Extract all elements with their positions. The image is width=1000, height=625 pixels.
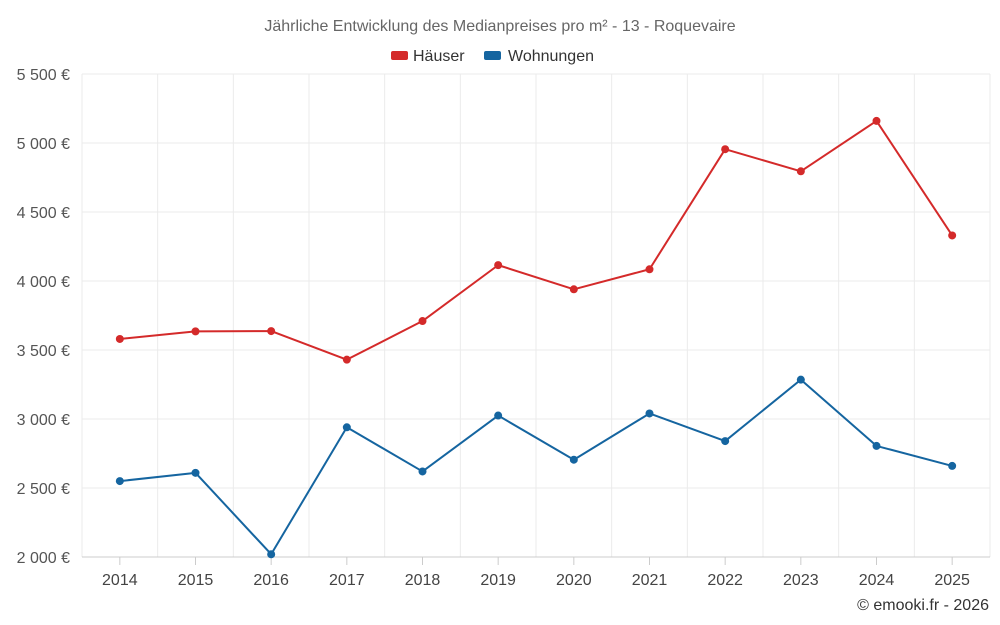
data-point-wohnungen[interactable] bbox=[948, 461, 957, 470]
data-point-wohnungen[interactable] bbox=[494, 411, 503, 420]
horizontal-gridlines bbox=[82, 73, 990, 489]
x-tick-label: 2020 bbox=[556, 572, 592, 589]
x-tick-label: 2024 bbox=[859, 572, 895, 589]
series-line-haeuser bbox=[119, 119, 954, 361]
data-point-haeuser[interactable] bbox=[721, 145, 730, 154]
data-point-wohnungen[interactable] bbox=[191, 468, 200, 477]
data-point-haeuser[interactable] bbox=[948, 231, 957, 240]
legend-item-haeuser[interactable]: Häuser bbox=[391, 48, 465, 65]
data-point-haeuser[interactable] bbox=[645, 265, 654, 274]
legend-item-wohnungen[interactable]: Wohnungen bbox=[484, 48, 594, 65]
y-tick-label: 4 500 € bbox=[17, 205, 70, 222]
x-tick-label: 2017 bbox=[329, 572, 365, 589]
x-tick-label: 2015 bbox=[178, 572, 214, 589]
x-axis-ticks: 2014 2015 2016 2017 2018 2019 2020 2021 2022 2023… bbox=[102, 557, 970, 589]
x-tick-label: 2019 bbox=[480, 572, 516, 589]
series-lines bbox=[115, 116, 957, 559]
legend[interactable]: Häuser Wohnungen bbox=[391, 48, 594, 65]
data-point-haeuser[interactable] bbox=[494, 261, 503, 270]
data-point-haeuser[interactable] bbox=[342, 355, 351, 364]
data-point-haeuser[interactable] bbox=[191, 327, 200, 336]
y-tick-label: 3 500 € bbox=[17, 343, 70, 360]
data-point-haeuser[interactable] bbox=[796, 167, 805, 176]
y-tick-label: 3 000 € bbox=[17, 412, 70, 429]
vertical-gridlines bbox=[81, 74, 991, 557]
y-tick-label: 4 000 € bbox=[17, 274, 70, 291]
data-point-wohnungen[interactable] bbox=[645, 409, 654, 418]
data-point-wohnungen[interactable] bbox=[267, 550, 276, 559]
data-point-wohnungen[interactable] bbox=[115, 477, 124, 486]
legend-label-wohnungen[interactable]: Wohnungen bbox=[508, 48, 594, 65]
data-point-haeuser[interactable] bbox=[267, 327, 276, 336]
x-tick-label: 2016 bbox=[253, 572, 289, 589]
series-line-wohnungen bbox=[119, 378, 953, 556]
y-tick-label: 5 000 € bbox=[17, 136, 70, 153]
x-tick-label: 2014 bbox=[102, 572, 138, 589]
y-tick-label: 5 500 € bbox=[17, 67, 70, 84]
data-point-haeuser[interactable] bbox=[115, 334, 124, 343]
y-axis-ticks: 2 000 € 2 500 € 3 000 € 3 500 € 4 000 € 4 500… bbox=[17, 67, 70, 567]
x-tick-label: 2025 bbox=[934, 572, 970, 589]
data-point-wohnungen[interactable] bbox=[569, 455, 578, 464]
data-point-wohnungen[interactable] bbox=[418, 467, 427, 476]
data-point-haeuser[interactable] bbox=[569, 285, 578, 294]
x-tick-label: 2018 bbox=[405, 572, 441, 589]
legend-label-haeuser[interactable]: Häuser bbox=[413, 48, 465, 65]
x-tick-label: 2022 bbox=[707, 572, 743, 589]
legend-swatch-wohnungen bbox=[484, 51, 501, 60]
legend-swatch-haeuser bbox=[391, 51, 408, 60]
data-point-wohnungen[interactable] bbox=[721, 437, 730, 446]
data-point-wohnungen[interactable] bbox=[342, 423, 351, 432]
credit-text: © emooki.fr - 2026 bbox=[857, 597, 989, 614]
x-tick-label: 2021 bbox=[632, 572, 668, 589]
data-point-haeuser[interactable] bbox=[872, 116, 881, 125]
x-tick-label: 2023 bbox=[783, 572, 819, 589]
data-point-wohnungen[interactable] bbox=[796, 375, 805, 384]
chart-title: Jährliche Entwicklung des Medianpreises … bbox=[264, 18, 735, 35]
data-point-haeuser[interactable] bbox=[418, 317, 427, 326]
y-tick-label: 2 000 € bbox=[17, 550, 70, 567]
y-tick-label: 2 500 € bbox=[17, 481, 70, 498]
data-point-wohnungen[interactable] bbox=[872, 441, 881, 450]
